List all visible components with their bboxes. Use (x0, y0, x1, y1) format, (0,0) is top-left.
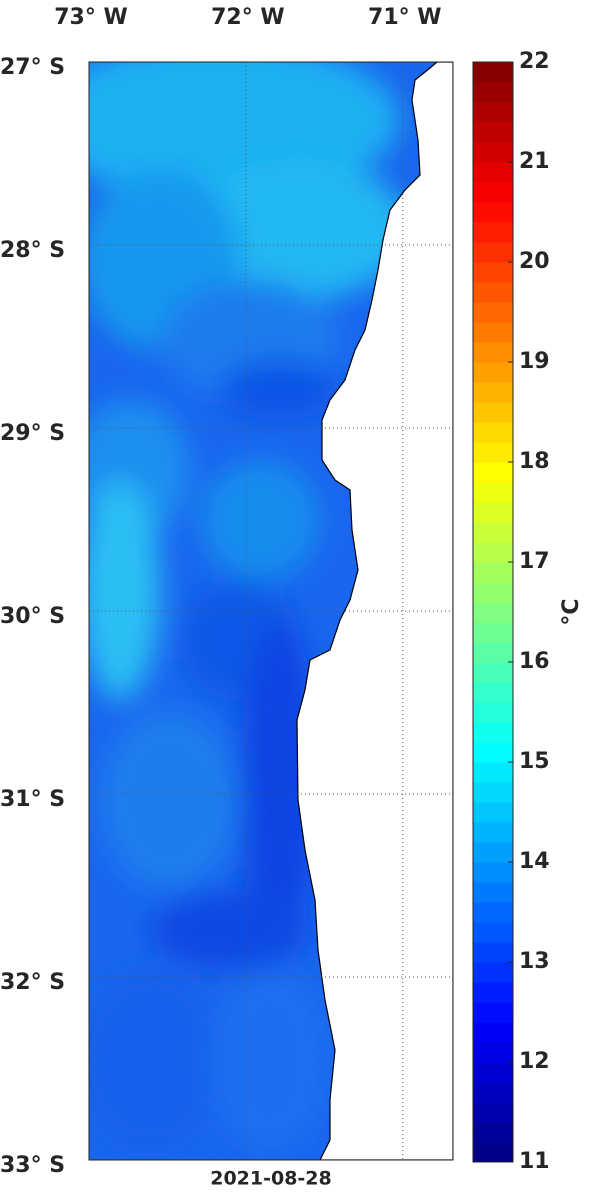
colorbar-band (473, 582, 513, 603)
colorbar-band (473, 1122, 513, 1143)
colorbar-tick-label: 16 (519, 649, 550, 674)
colorbar-band (473, 922, 513, 943)
colorbar-band (473, 702, 513, 723)
colorbar-band (473, 1082, 513, 1103)
x-tick-label: 73° W (54, 5, 128, 30)
y-tick-label: 30° S (0, 604, 65, 629)
colorbar-band (473, 842, 513, 863)
colorbar-band (473, 882, 513, 903)
colorbar-band (473, 342, 513, 363)
colorbar-band (473, 242, 513, 263)
colorbar-tick-label: 12 (519, 1049, 550, 1074)
x-tick-label: 72° W (211, 5, 285, 30)
colorbar-band (473, 422, 513, 443)
colorbar-label: °C (559, 598, 584, 625)
colorbar-band (473, 982, 513, 1003)
colorbar-band (473, 502, 513, 523)
colorbar-band (473, 402, 513, 423)
colorbar-band (473, 742, 513, 763)
colorbar-band (473, 1062, 513, 1083)
colorbar-band (473, 1042, 513, 1063)
colorbar-band (473, 82, 513, 103)
y-tick-label: 33° S (0, 1153, 65, 1178)
colorbar-band (473, 222, 513, 243)
colorbar-band (473, 722, 513, 743)
colorbar-band (473, 442, 513, 463)
colorbar-band (473, 482, 513, 503)
y-tick-label: 27° S (0, 55, 65, 80)
colorbar-band (473, 682, 513, 703)
plot-frame (88, 61, 454, 1161)
y-tick-label: 31° S (0, 787, 65, 812)
colorbar-band (473, 562, 513, 583)
colorbar-tick-label: 14 (519, 849, 550, 874)
colorbar-band (473, 362, 513, 383)
colorbar-band (473, 822, 513, 843)
land (296, 62, 453, 1160)
colorbar-band (473, 862, 513, 883)
colorbar-tick-label: 11 (519, 1149, 550, 1174)
colorbar-frame (472, 61, 514, 1163)
colorbar-band (473, 1102, 513, 1123)
colorbar-tick-label: 17 (519, 549, 550, 574)
colorbar-band (473, 962, 513, 983)
colorbar-band (473, 902, 513, 923)
colorbar-band (473, 782, 513, 803)
colorbar-band (473, 182, 513, 203)
colorbar-band (473, 322, 513, 343)
colorbar-band (473, 662, 513, 683)
colorbar-band (473, 382, 513, 403)
colorbar-tick-label: 20 (519, 249, 550, 274)
colorbar-tick-label: 18 (519, 449, 550, 474)
colorbar-band (473, 282, 513, 303)
colorbar-tick-label: 19 (519, 349, 550, 374)
date-label: 2021-08-28 (210, 1168, 332, 1189)
colorbar-tick-label: 21 (519, 149, 550, 174)
colorbar-band (473, 62, 513, 83)
colorbar-tick-label: 22 (519, 49, 550, 74)
colorbar-band (473, 622, 513, 643)
colorbar-band (473, 462, 513, 483)
y-tick-label: 32° S (0, 970, 65, 995)
colorbar-band (473, 102, 513, 123)
colorbar-tick-label: 13 (519, 949, 550, 974)
colorbar-band (473, 942, 513, 963)
y-tick-label: 29° S (0, 421, 65, 446)
colorbar-band (473, 642, 513, 663)
colorbar-band (473, 602, 513, 623)
colorbar-tick-label: 15 (519, 749, 550, 774)
colorbar-band (473, 522, 513, 543)
colorbar-band (473, 542, 513, 563)
colorbar (473, 62, 513, 1163)
colorbar-band (473, 802, 513, 823)
colorbar-band (473, 122, 513, 143)
x-tick-label: 71° W (368, 5, 442, 30)
sst-field (89, 62, 453, 1160)
colorbar-band (473, 762, 513, 783)
y-tick-label: 28° S (0, 238, 65, 263)
colorbar-band (473, 202, 513, 223)
colorbar-band (473, 262, 513, 283)
colorbar-band (473, 1142, 513, 1163)
colorbar-band (473, 162, 513, 183)
colorbar-band (473, 1002, 513, 1023)
colorbar-band (473, 142, 513, 163)
colorbar-band (473, 1022, 513, 1043)
colorbar-band (473, 302, 513, 323)
